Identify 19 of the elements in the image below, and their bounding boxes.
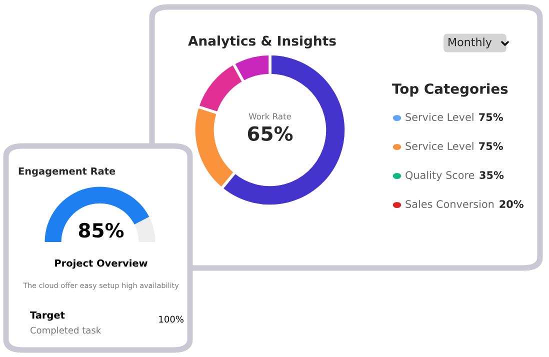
text: 85% — [78, 222, 124, 238]
category-label: Service Level — [406, 112, 474, 122]
data-label: 75% — [479, 142, 503, 150]
chart-title: Engagement Rate — [18, 168, 116, 177]
text: 100% — [159, 316, 184, 323]
text: 65% — [248, 126, 293, 141]
text: Work Rate — [248, 113, 291, 120]
text: Monthly — [448, 38, 492, 48]
data-label: 75% — [479, 113, 503, 122]
text: Project Overview — [55, 259, 148, 269]
text: Completed task — [30, 326, 102, 336]
data-label: 20% — [500, 200, 524, 208]
text: Top Categories — [392, 83, 508, 97]
category-label: Service Level — [406, 142, 474, 150]
text: Target — [30, 312, 65, 321]
chart-title: Analytics & Insights — [188, 36, 336, 48]
category-label: Quality Score — [406, 170, 474, 182]
data-label: 35% — [480, 171, 504, 180]
category-label: Sales Conversion — [406, 200, 494, 208]
